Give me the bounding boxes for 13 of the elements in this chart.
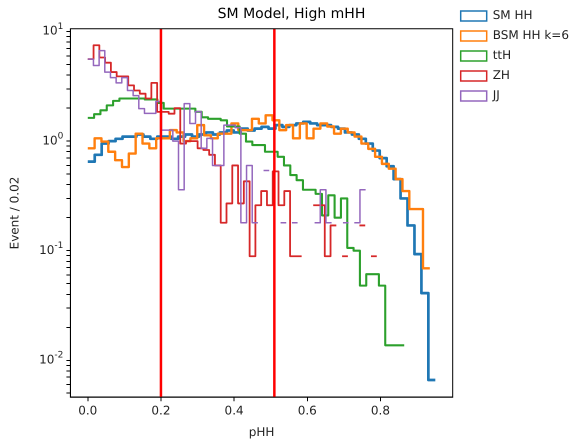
legend-label: SM HH: [492, 8, 533, 22]
x-tick-label: 0.6: [298, 404, 317, 418]
x-tick-label: 0.0: [78, 404, 98, 418]
legend-label: BSM HH k=6: [492, 28, 570, 42]
legend-label: ttH: [492, 48, 512, 62]
x-tick-label: 0.8: [370, 404, 390, 418]
x-tick-label: 0.2: [151, 404, 170, 418]
legend-label: JJ: [492, 88, 500, 102]
x-axis-title: pHH: [248, 424, 274, 439]
x-tick-label: 0.4: [224, 404, 244, 418]
legend-label: ZH: [492, 68, 510, 82]
y-axis-title: Event / 0.02: [7, 176, 22, 250]
chart-title: SM Model, High mHH: [218, 6, 366, 22]
